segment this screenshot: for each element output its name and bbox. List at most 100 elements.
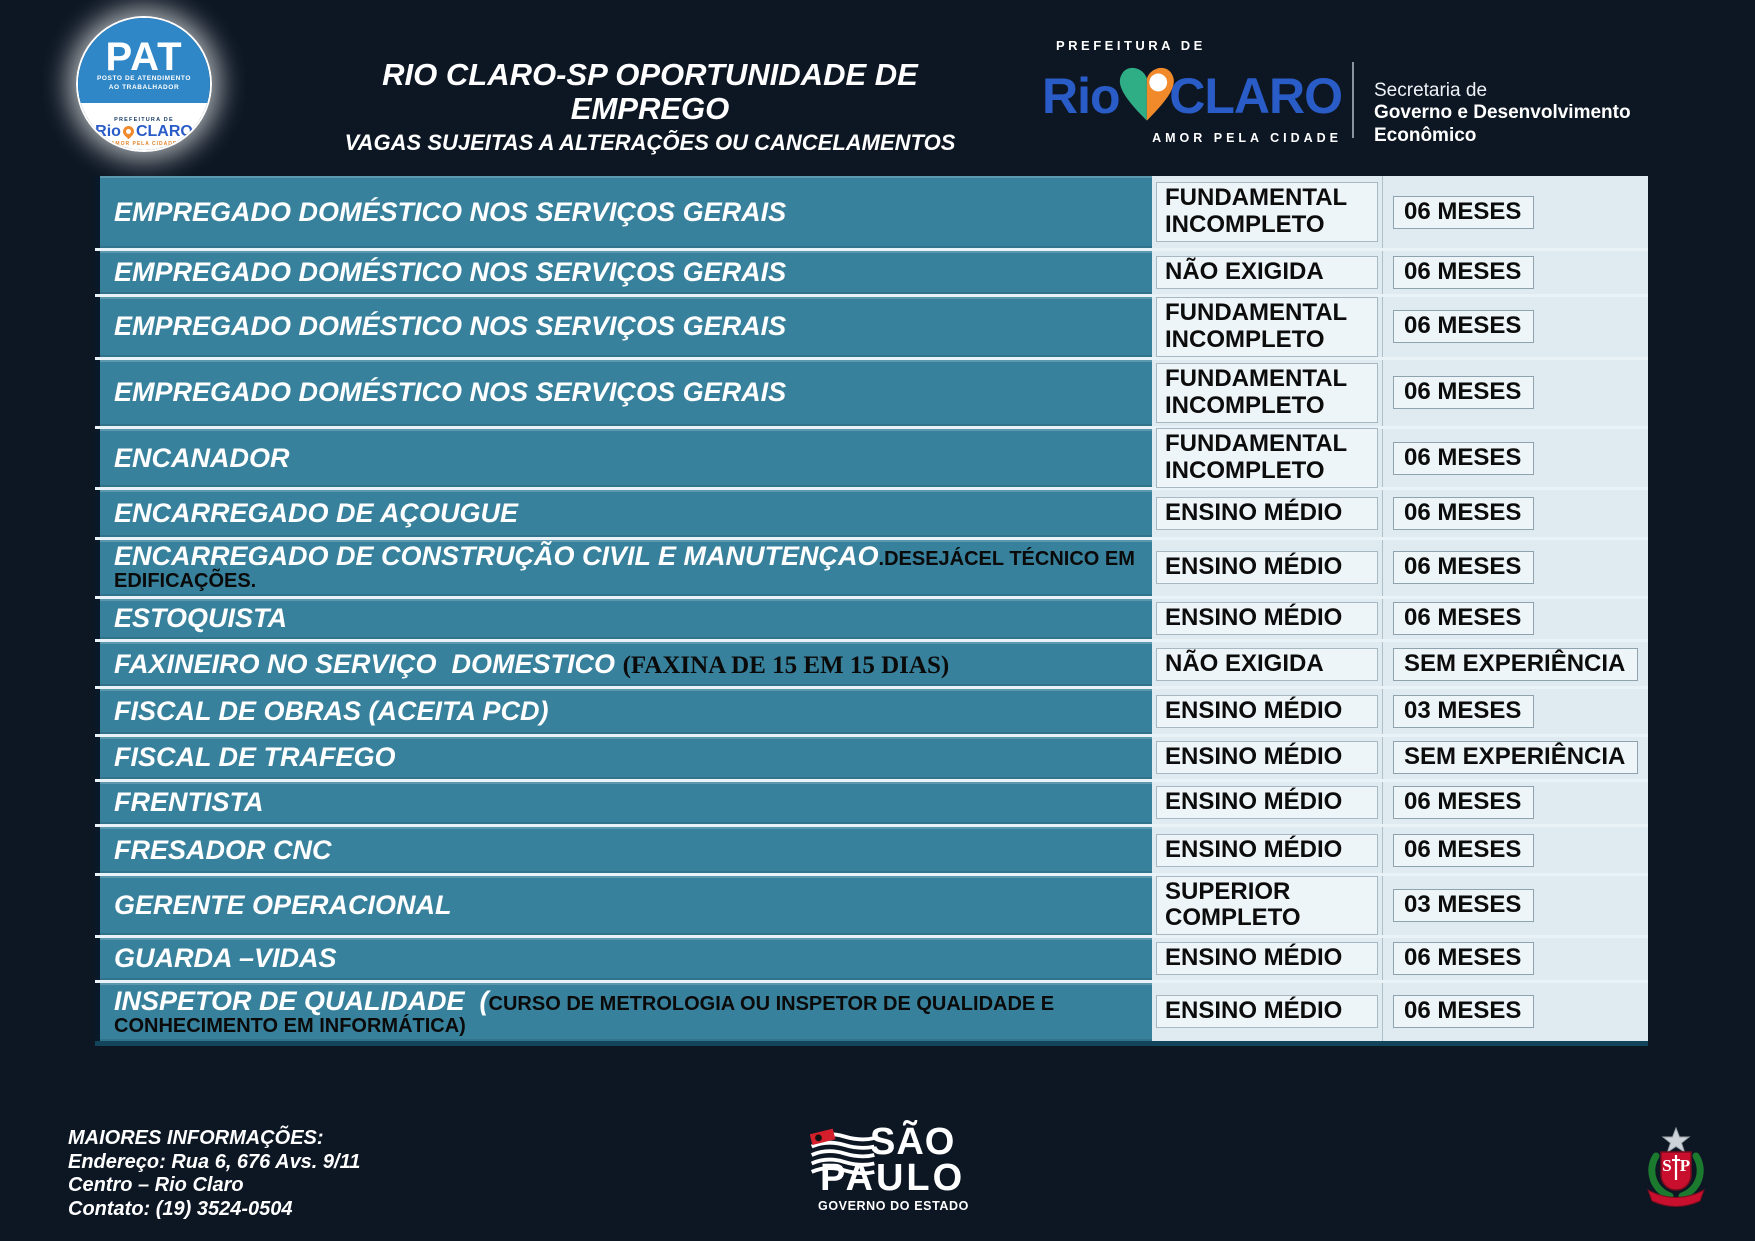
experience-cell: 06 MESES: [1382, 598, 1648, 639]
education-cell: ENSINO MÉDIO: [1152, 937, 1382, 980]
job-note: CURSO DE METROLOGIA OU INSPETOR DE QUALI…: [114, 992, 1055, 1037]
sao-paulo-flag-icon: [810, 1128, 875, 1176]
education-value: ENSINO MÉDIO: [1156, 786, 1378, 820]
experience-value: 03 MESES: [1393, 888, 1535, 922]
table-row: GERENTE OPERACIONAL SUPERIOR COMPLETO 03…: [95, 875, 1648, 938]
job-cell: FAXINEIRO NO SERVIÇO DOMESTICO (FAXINA D…: [95, 642, 1152, 687]
experience-cell: 06 MESES: [1382, 176, 1648, 249]
job-cell: GERENTE OPERACIONAL: [95, 876, 1152, 935]
education-cell: ENSINO MÉDIO: [1152, 827, 1382, 874]
sp-logo-governo: GOVERNO DO ESTADO: [818, 1199, 969, 1214]
table-row: ENCANADOR FUNDAMENTAL INCOMPLETO 06 MESE…: [95, 428, 1648, 491]
experience-value: SEM EXPERIÊNCIA: [1393, 741, 1639, 775]
experience-cell: 06 MESES: [1382, 827, 1648, 874]
title-line-2: VAGAS SUJEITAS A ALTERAÇÕES OU CANCELAME…: [344, 130, 956, 156]
education-value: FUNDAMENTAL INCOMPLETO: [1156, 182, 1378, 242]
education-cell: NÃO EXIGIDA: [1152, 251, 1382, 294]
job-title: FAXINEIRO NO SERVIÇO DOMESTICO: [114, 648, 623, 679]
pat-subtitle-1: POSTO DE ATENDIMENTO: [96, 75, 192, 83]
secretaria-line-2: Governo e Desenvolvimento: [1374, 102, 1631, 124]
education-cell: FUNDAMENTAL INCOMPLETO: [1152, 428, 1382, 488]
job-title: INSPETOR DE QUALIDADE (: [114, 985, 489, 1016]
education-value: ENSINO MÉDIO: [1156, 995, 1378, 1029]
education-value: ENSINO MÉDIO: [1156, 942, 1378, 976]
table-row: ESTOQUISTA ENSINO MÉDIO 06 MESES: [95, 598, 1648, 642]
experience-cell: 06 MESES: [1382, 296, 1648, 357]
job-title: GUARDA –VIDAS: [114, 943, 337, 974]
job-note: .DESEJÁCEL TÉCNICO EM EDIFICAÇÕES.: [114, 548, 1135, 593]
pat-mini-pin-icon: [120, 123, 137, 140]
job-title: EMPREGADO DOMÉSTICO NOS SERVIÇOS GERAIS: [114, 196, 787, 227]
education-value: ENSINO MÉDIO: [1156, 694, 1378, 728]
job-cell: ENCARREGADO DE AÇOUGUE: [95, 490, 1152, 537]
job-title: FISCAL DE TRAFEGO: [114, 742, 396, 773]
pat-logo-bottom: PREFEITURA DE Rio CLARO AMOR PELA CIDADE: [78, 103, 210, 150]
table-row: FRESADOR CNC ENSINO MÉDIO 06 MESES: [95, 827, 1648, 877]
table-row: FRENTISTA ENSINO MÉDIO 06 MESES: [95, 781, 1648, 827]
contact-address: Endereço: Rua 6, 676 Avs. 9/11: [68, 1150, 361, 1173]
table-row: EMPREGADO DOMÉSTICO NOS SERVIÇOS GERAIS …: [95, 359, 1648, 429]
education-value: SUPERIOR COMPLETO: [1156, 875, 1378, 936]
pat-subtitle-2: AO TRABALHADOR: [108, 83, 180, 91]
job-title: EMPREGADO DOMÉSTICO NOS SERVIÇOS GERAIS: [114, 377, 787, 408]
rio-claro-logo: PREFEITURA DE Rio CLARO AMOR PELA CIDADE: [1042, 38, 1343, 145]
job-title: ENCANADOR: [114, 442, 290, 473]
job-cell: FRENTISTA: [95, 781, 1152, 824]
experience-value: 06 MESES: [1393, 195, 1535, 229]
experience-value: 06 MESES: [1393, 441, 1535, 475]
title-line-1: RIO CLARO-SP OPORTUNIDADE DE EMPREGO: [382, 57, 918, 127]
education-value: FUNDAMENTAL INCOMPLETO: [1156, 363, 1378, 423]
experience-value: 06 MESES: [1393, 255, 1535, 289]
experience-cell: 06 MESES: [1382, 982, 1648, 1041]
education-cell: FUNDAMENTAL INCOMPLETO: [1152, 296, 1382, 357]
sp-logo-paulo: PAULO: [820, 1157, 966, 1200]
education-value: NÃO EXIGIDA: [1156, 255, 1378, 289]
table-row: INSPETOR DE QUALIDADE (CURSO DE METROLOG…: [95, 982, 1648, 1041]
experience-cell: 06 MESES: [1382, 490, 1648, 537]
job-cell: EMPREGADO DOMÉSTICO NOS SERVIÇOS GERAIS: [95, 296, 1152, 357]
experience-cell: 03 MESES: [1382, 689, 1648, 734]
pat-mini-tagline: AMOR PELA CIDADE: [110, 140, 178, 147]
experience-value: 06 MESES: [1393, 496, 1535, 530]
job-title: GERENTE OPERACIONAL: [114, 889, 452, 920]
education-value: ENSINO MÉDIO: [1156, 551, 1378, 585]
table-row: EMPREGADO DOMÉSTICO NOS SERVIÇOS GERAIS …: [95, 176, 1648, 252]
table-row: EMPREGADO DOMÉSTICO NOS SERVIÇOS GERAIS …: [95, 296, 1648, 360]
education-cell: ENSINO MÉDIO: [1152, 490, 1382, 537]
job-cell: EMPREGADO DOMÉSTICO NOS SERVIÇOS GERAIS: [95, 176, 1152, 249]
page-title: RIO CLARO-SP OPORTUNIDADE DE EMPREGO VAG…: [330, 57, 970, 157]
job-cell: GUARDA –VIDAS: [95, 937, 1152, 980]
education-cell: ENSINO MÉDIO: [1152, 736, 1382, 779]
pat-logo: PAT POSTO DE ATENDIMENTO AO TRABALHADOR …: [76, 16, 212, 152]
job-cell: ENCARREGADO DE CONSTRUÇÃO CIVIL E MANUTE…: [95, 539, 1152, 596]
job-cell: INSPETOR DE QUALIDADE (CURSO DE METROLOG…: [95, 982, 1152, 1041]
experience-value: 06 MESES: [1393, 602, 1535, 636]
education-cell: NÃO EXIGIDA: [1152, 642, 1382, 687]
experience-value: SEM EXPERIÊNCIA: [1393, 647, 1639, 681]
experience-value: 06 MESES: [1393, 310, 1535, 344]
job-title: ENCARREGADO DE AÇOUGUE: [114, 497, 519, 528]
experience-value: 06 MESES: [1393, 942, 1535, 976]
experience-cell: SEM EXPERIÊNCIA: [1382, 642, 1648, 687]
education-value: FUNDAMENTAL INCOMPLETO: [1156, 296, 1378, 357]
experience-value: 06 MESES: [1393, 833, 1535, 867]
education-cell: ENSINO MÉDIO: [1152, 781, 1382, 824]
job-cell: FISCAL DE TRAFEGO: [95, 736, 1152, 779]
education-value: ENSINO MÉDIO: [1156, 496, 1378, 530]
job-cell: ENCANADOR: [95, 429, 1152, 488]
education-cell: FUNDAMENTAL INCOMPLETO: [1152, 176, 1382, 249]
svg-text:S: S: [1662, 1156, 1671, 1175]
experience-cell: 06 MESES: [1382, 251, 1648, 294]
table-row: EMPREGADO DOMÉSTICO NOS SERVIÇOS GERAIS …: [95, 251, 1648, 297]
education-cell: ENSINO MÉDIO: [1152, 598, 1382, 639]
table-row: FISCAL DE TRAFEGO ENSINO MÉDIO SEM EXPER…: [95, 736, 1648, 782]
table-row: ENCARREGADO DE CONSTRUÇÃO CIVIL E MANUTE…: [95, 539, 1648, 599]
secretaria-text: Secretaria de Governo e Desenvolvimento …: [1374, 80, 1631, 147]
sp-logo-sao: SÃO: [870, 1121, 956, 1163]
svg-text:P: P: [1680, 1156, 1690, 1175]
pat-title: PAT: [105, 35, 183, 80]
rio-claro-logo-tagline: AMOR PELA CIDADE: [1152, 131, 1342, 145]
job-note: (FAXINA DE 15 EM 15 DIAS): [622, 651, 950, 679]
education-value: ENSINO MÉDIO: [1156, 602, 1378, 636]
job-cell: FRESADOR CNC: [95, 827, 1152, 874]
